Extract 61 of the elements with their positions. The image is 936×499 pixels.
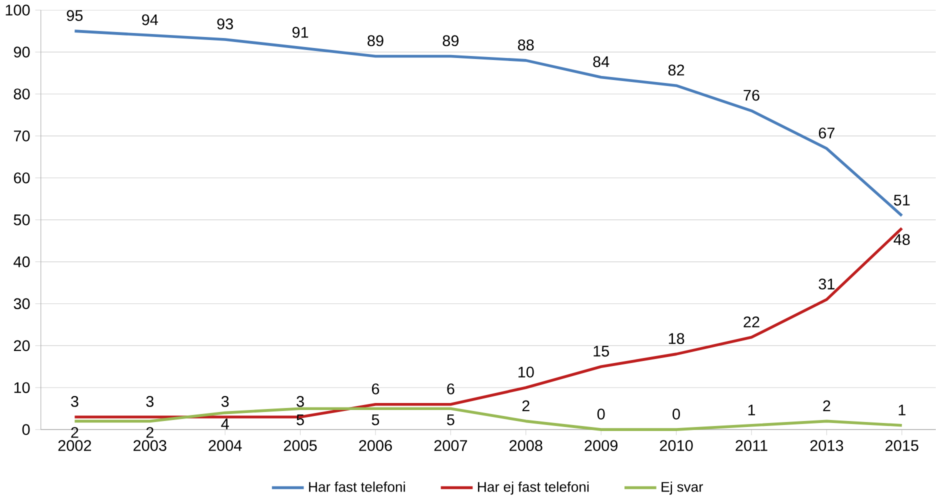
data-label: 22 [744, 316, 760, 328]
data-label: 51 [894, 194, 910, 206]
data-label: 91 [292, 26, 308, 38]
x-tick-label: 2013 [810, 440, 844, 451]
data-label: 3 [71, 396, 78, 407]
x-tick-label: 2006 [359, 440, 392, 451]
data-label: 3 [146, 396, 154, 407]
data-label: 3 [296, 396, 304, 407]
data-label: 31 [818, 278, 834, 290]
data-label: 93 [217, 18, 233, 30]
data-label: 76 [744, 90, 760, 101]
y-tick-label: 30 [14, 298, 30, 309]
y-tick-label: 80 [14, 88, 30, 100]
y-tick-label: 40 [14, 256, 30, 268]
y-tick-label: 20 [14, 340, 30, 351]
y-tick-label: 0 [22, 424, 30, 435]
data-label: 2 [146, 426, 154, 438]
data-label: 5 [447, 414, 454, 426]
data-label: 1 [748, 404, 756, 416]
y-tick-label: 70 [14, 130, 30, 142]
x-tick-label: 2003 [134, 440, 166, 451]
data-label: 67 [818, 127, 834, 138]
legend-label: Har ej fast telefoni [478, 481, 589, 494]
y-tick-label: 60 [14, 172, 30, 184]
legend-label: Ej svar [662, 481, 704, 494]
x-tick-label: 2008 [510, 440, 542, 451]
data-label: 95 [66, 10, 83, 21]
data-label: 2 [823, 400, 830, 411]
data-label: 2 [71, 426, 78, 438]
x-tick-label: 2015 [886, 440, 918, 451]
data-label: 94 [142, 14, 158, 26]
data-label: 6 [372, 383, 380, 394]
data-label: 88 [518, 39, 534, 50]
data-label: 48 [894, 234, 910, 245]
data-label: 2 [522, 400, 530, 411]
x-tick-label: 2009 [584, 440, 618, 451]
x-tick-label: 2004 [208, 440, 242, 451]
data-label: 0 [597, 408, 605, 420]
data-label: 89 [442, 35, 459, 46]
data-label: 1 [898, 404, 906, 416]
data-label: 4 [221, 418, 229, 430]
y-tick-label: 10 [14, 382, 30, 393]
legend-label: Har fast telefoni [309, 481, 405, 492]
data-label: 0 [672, 408, 680, 420]
data-label: 3 [221, 396, 229, 407]
data-label: 10 [518, 366, 534, 378]
x-tick-label: 2007 [434, 440, 468, 451]
y-tick-label: 90 [14, 46, 30, 58]
y-tick-label: 100 [6, 4, 30, 16]
x-tick-label: 2011 [736, 440, 768, 451]
x-tick-label: 2010 [660, 440, 693, 451]
data-label: 84 [593, 56, 610, 67]
y-tick-label: 50 [14, 214, 30, 226]
data-label: 18 [668, 332, 684, 344]
data-label: 5 [372, 414, 380, 426]
data-label: 89 [368, 35, 384, 46]
data-label: 82 [668, 64, 684, 76]
data-label: 6 [447, 383, 454, 394]
data-label: 15 [594, 346, 609, 356]
x-tick-label: 2002 [58, 440, 92, 451]
x-tick-label: 2005 [284, 440, 317, 451]
